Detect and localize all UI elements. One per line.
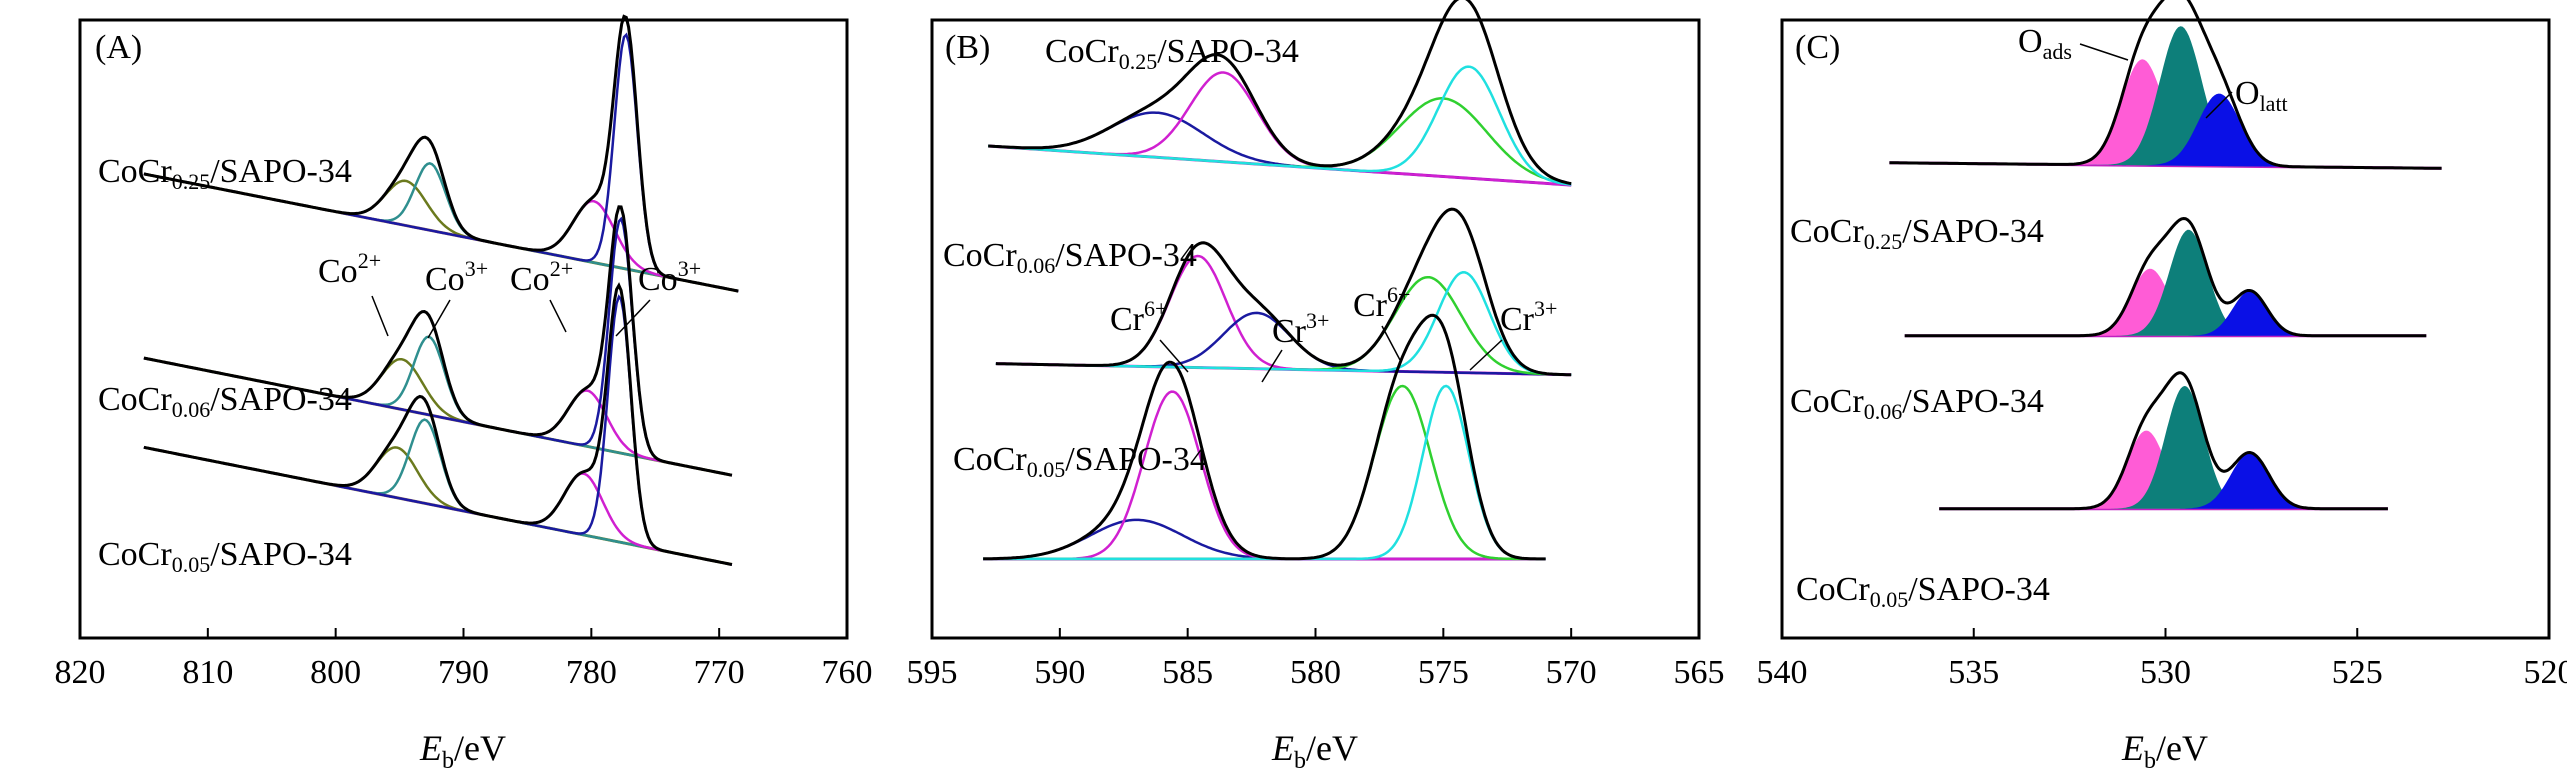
panel-c-oads-label: Oads <box>2018 23 2072 64</box>
panel-b-peak-label-cr3-b: Cr3+ <box>1500 296 1557 338</box>
panel-a-series-label-1: CoCr0.25/SAPO-34 <box>98 153 352 194</box>
panel-b-x-axis-label: Eb/eV <box>1271 728 1358 772</box>
panel-3-x-tick-label-535: 535 <box>1948 654 1999 691</box>
panel-2-x-tick-label-595: 595 <box>907 654 958 691</box>
panel-c-pointer-olatt <box>2205 91 2233 119</box>
panel-b-series-label-1: CoCr0.25/SAPO-34 <box>1045 33 1299 74</box>
panel-2-spectrum-1-envelope <box>988 0 1572 186</box>
panel-3-spectrum-1-component-2-area <box>1889 26 2442 169</box>
panel-c-pointer-oads <box>2079 43 2129 61</box>
panel-c-series-label-1: CoCr0.25/SAPO-34 <box>1790 213 2044 254</box>
panel-b-series-label-3: CoCr0.05/SAPO-34 <box>953 441 1207 482</box>
panel-3-spectrum-2-component-2-area <box>1904 229 2427 336</box>
panel-1-x-tick-label-820: 820 <box>55 654 106 691</box>
panel-a-pointer-2 <box>427 299 451 339</box>
panel-a-pointer-1 <box>371 295 389 337</box>
panel-2-spectrum-3-envelope <box>983 313 1546 561</box>
panel-c-label: (C) <box>1795 29 1840 66</box>
panel-b-peak-label-cr6-b: Cr6+ <box>1353 282 1410 324</box>
panel-b-pointer-1 <box>1159 339 1189 373</box>
panel-c-olatt-label: Olatt <box>2235 75 2288 116</box>
panel-a-series-label-3: CoCr0.05/SAPO-34 <box>98 536 352 577</box>
panel-b-peak-label-cr6-a: Cr6+ <box>1110 296 1167 338</box>
panel-1-x-tick-label-780: 780 <box>566 654 617 691</box>
panel-3-x-tick-label-530: 530 <box>2140 654 2191 691</box>
panel-3-spectrum-1-envelope <box>1889 0 2442 170</box>
panel-2-x-tick-label-580: 580 <box>1290 654 1341 691</box>
panel-2-x-tick-label-570: 570 <box>1546 654 1597 691</box>
panel-b-pointer-2 <box>1261 349 1283 383</box>
panel-c-ticks: 540 535 530 525 520 <box>1757 628 2567 691</box>
panel-1-spectrum-1-envelope <box>143 14 739 293</box>
panel-3-spectrum-3-component-2-area <box>1939 386 2388 509</box>
panel-2-spectrum-1-component-1 <box>988 111 1572 187</box>
panel-2-x-tick-label-585: 585 <box>1162 654 1213 691</box>
panel-1-spectrum-3-envelope <box>143 282 733 566</box>
panel-3-x-tick-label-520: 520 <box>2524 654 2567 691</box>
panel-a-peak-label-co3-a: Co3+ <box>425 256 488 298</box>
panel-3-spectrum-2-envelope <box>1904 216 2427 338</box>
panel-3-x-tick-label-540: 540 <box>1757 654 1808 691</box>
panel-3-x-tick-label-525: 525 <box>2332 654 2383 691</box>
panel-1-x-tick-label-800: 800 <box>310 654 361 691</box>
panel-3-spectrum-3-envelope <box>1939 371 2388 511</box>
panel-2-spectrum-1-component-4 <box>988 65 1572 186</box>
panel-1-spectrum-2-envelope <box>143 205 733 477</box>
panel-1-x-tick-label-790: 790 <box>438 654 489 691</box>
panel-c-x-axis-label: Eb/eV <box>2121 728 2208 772</box>
panel-b-peak-label-cr3-a: Cr3+ <box>1272 308 1329 350</box>
panel-b: 595 590 585 580 575 570 565 (B) CoCr0.25/SAPO-… <box>907 0 1725 772</box>
panel-a: 820 810 800 790 780 770 760 (A) CoCr0.25/SAPO-… <box>55 14 873 772</box>
panel-c-series-label-3: CoCr0.05/SAPO-34 <box>1796 571 2050 612</box>
panel-a-frame <box>78 18 849 640</box>
panel-c-series-label-2: CoCr0.06/SAPO-34 <box>1790 383 2044 424</box>
panel-2-x-tick-label-575: 575 <box>1418 654 1469 691</box>
panel-a-label: (A) <box>95 29 142 66</box>
panel-a-peak-label-co3-b: Co3+ <box>638 256 701 298</box>
panel-b-curves <box>983 0 1572 561</box>
panel-a-peak-label-co2-b: Co2+ <box>510 256 573 298</box>
panel-a-ticks: 820 810 800 790 780 770 760 <box>55 628 873 691</box>
panel-a-series-label-2: CoCr0.06/SAPO-34 <box>98 381 352 422</box>
panel-1-x-tick-label-770: 770 <box>694 654 745 691</box>
panel-1-x-tick-label-760: 760 <box>822 654 873 691</box>
panel-a-pointer-4 <box>615 299 651 337</box>
panel-1-x-tick-label-810: 810 <box>182 654 233 691</box>
panel-a-curves <box>143 14 739 566</box>
panel-2-x-tick-label-590: 590 <box>1034 654 1085 691</box>
panel-a-peak-label-co2-a: Co2+ <box>318 248 381 290</box>
panel-a-pointer-3 <box>549 299 567 333</box>
panel-b-pointer-3 <box>1381 325 1401 361</box>
panel-a-x-axis-label: Eb/eV <box>419 728 506 772</box>
panel-2-spectrum-2-envelope <box>995 207 1572 377</box>
panel-b-series-label-2: CoCr0.06/SAPO-34 <box>943 237 1197 278</box>
panel-c: 540 535 530 525 520 (C) CoCr0.25/SAPO-34 CoC… <box>1757 0 2567 772</box>
panel-b-ticks: 595 590 585 580 575 570 565 <box>907 628 1725 691</box>
panel-b-label: (B) <box>945 29 990 66</box>
panel-3-spectrum-3-component-3-area <box>1939 452 2388 509</box>
panel-c-curves <box>1889 0 2442 511</box>
panel-b-pointer-4 <box>1469 339 1503 371</box>
panel-2-spectrum-3-component-4 <box>983 384 1546 561</box>
panel-2-x-tick-label-565: 565 <box>1674 654 1725 691</box>
